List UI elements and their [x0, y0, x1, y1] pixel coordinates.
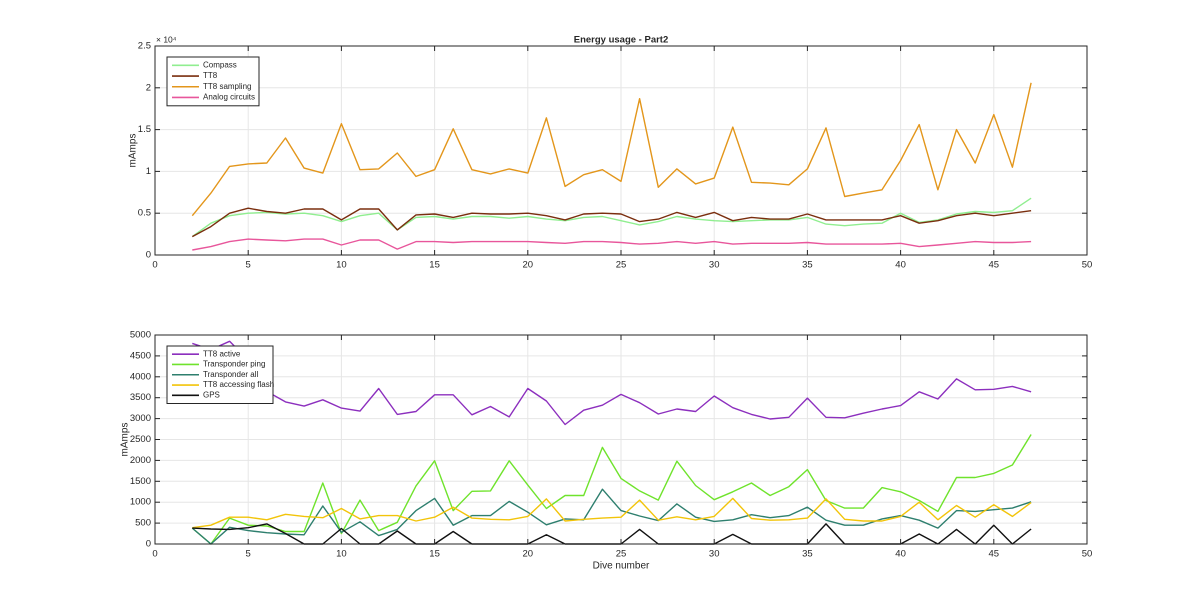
- x-tick-label: 20: [523, 260, 534, 271]
- y-tick-label: 2.5: [138, 41, 151, 52]
- x-tick-label: 20: [523, 549, 534, 560]
- bottom-axes: 0 5 10 15 20 25 30 35 40 45 5005001000150020002500…: [120, 330, 1093, 572]
- x-tick-label: 25: [616, 260, 627, 271]
- series-line-transponder-ping: [191, 434, 1032, 545]
- y-tick-label: 0: [146, 539, 151, 550]
- series-line-tt8-active: [192, 340, 1032, 426]
- top-axes: 0 5 10 15 20 25 30 35 40 45 50 0 0.5 1 1.5 2 2.5 × 10⁴ Ene…: [128, 34, 1093, 270]
- legend-label: TT8 active: [203, 349, 241, 358]
- legend-label: Transponder all: [203, 370, 259, 379]
- y-tick-label: 5000: [130, 330, 151, 341]
- y-tick-label: 500: [135, 518, 151, 529]
- y-tick-label: 0: [146, 250, 151, 261]
- x-tick-label: 35: [802, 260, 813, 271]
- series-line-analog-circuits: [192, 238, 1032, 251]
- legend-label: Compass: [203, 60, 237, 69]
- y-tick-label: 2: [146, 82, 151, 93]
- legend-label: TT8: [203, 71, 218, 80]
- x-axis-label: Dive number: [593, 561, 650, 572]
- y-tick-label: 4500: [130, 350, 151, 361]
- y-tick-label: 0.5: [138, 208, 151, 219]
- y-tick-label: 1: [146, 166, 151, 177]
- legend-label: TT8 accessing flash: [203, 380, 274, 389]
- x-tick-label: 15: [429, 549, 440, 560]
- x-tick-label: 40: [895, 260, 906, 271]
- x-tick-label: 30: [709, 260, 720, 271]
- x-tick-label: 50: [1082, 549, 1093, 560]
- y-tick-label: 3500: [130, 392, 151, 403]
- chart-title: Energy usage - Part2: [574, 35, 669, 46]
- x-tick-label: 5: [246, 260, 251, 271]
- series-line-tt8-sampling: [191, 82, 1032, 217]
- legend-label: GPS: [203, 390, 220, 399]
- x-tick-label: 30: [709, 549, 720, 560]
- x-tick-label: 15: [429, 260, 440, 271]
- x-tick-label: 45: [989, 260, 1000, 271]
- x-tick-label: 10: [336, 549, 347, 560]
- x-tick-label: 25: [616, 549, 627, 560]
- x-tick-label: 40: [895, 549, 906, 560]
- x-tick-label: 0: [152, 260, 157, 271]
- legend: Compass TT8 TT8 sampling Analog circuits: [166, 56, 260, 107]
- y-tick-label: 2000: [130, 455, 151, 466]
- x-tick-label: 45: [989, 549, 1000, 560]
- y-tick-label: 1.5: [138, 124, 151, 135]
- x-tick-label: 35: [802, 549, 813, 560]
- y-tick-label: 1500: [130, 476, 151, 487]
- legend-label: Analog circuits: [203, 93, 255, 102]
- y-exponent-label: × 10⁴: [156, 34, 177, 44]
- series-line-tt8-accessing-flash: [192, 497, 1032, 529]
- x-tick-label: 0: [152, 549, 157, 560]
- x-tick-label: 10: [336, 260, 347, 271]
- x-tick-label: 50: [1082, 260, 1093, 271]
- y-tick-label: 1000: [130, 497, 151, 508]
- legend-label: TT8 sampling: [203, 82, 251, 91]
- series-line-tt8: [191, 207, 1032, 238]
- y-axis-label: mAmps: [120, 423, 131, 457]
- x-tick-label: 5: [246, 549, 251, 560]
- legend-label: Transponder ping: [203, 360, 265, 369]
- y-tick-label: 4000: [130, 371, 151, 382]
- y-tick-label: 2500: [130, 434, 151, 445]
- series-line-transponder-all: [191, 488, 1032, 545]
- y-tick-label: 3000: [130, 413, 151, 424]
- y-axis-label: mAmps: [128, 134, 139, 168]
